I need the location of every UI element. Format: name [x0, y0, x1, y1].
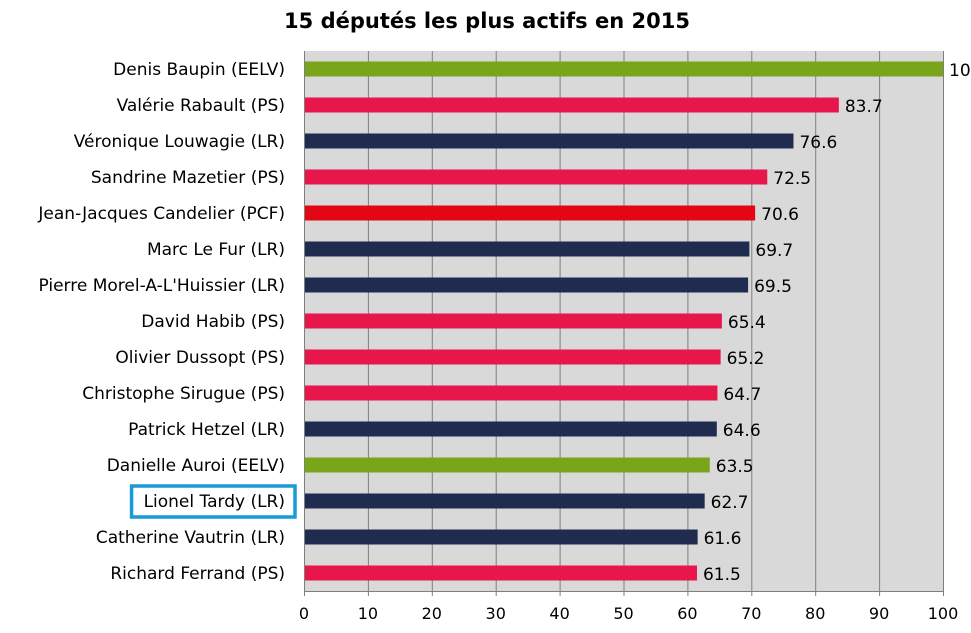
category-label: Denis Baupin (EELV): [113, 60, 285, 80]
x-tick-label: 80: [805, 604, 825, 623]
category-label: Danielle Auroi (EELV): [107, 456, 285, 476]
x-tick-label: 10: [358, 604, 378, 623]
data-label: 69.5: [754, 277, 792, 297]
category-label: Jean-Jacques Candelier (PCF): [37, 204, 285, 224]
data-label: 72.5: [773, 169, 811, 189]
x-tick-label: 20: [422, 604, 442, 623]
category-label: Pierre Morel-A-L'Huissier (LR): [38, 276, 285, 296]
bar: [305, 349, 721, 365]
highlight-box: [129, 484, 297, 519]
x-tick-label: 60: [677, 604, 697, 623]
bar: [305, 97, 839, 113]
data-label: 61.5: [703, 565, 741, 585]
x-tick-label: 50: [613, 604, 633, 623]
data-label: 65.2: [727, 349, 765, 369]
data-label: 70.6: [761, 205, 799, 225]
category-label: Valérie Rabault (PS): [117, 96, 285, 116]
bar: [305, 493, 705, 509]
bar: [305, 385, 718, 401]
data-label: 62.7: [711, 493, 749, 513]
bar: [305, 421, 717, 437]
data-label: 64.7: [723, 385, 761, 405]
bar: [305, 133, 794, 149]
bar: [305, 169, 768, 185]
data-label: 83.7: [845, 97, 883, 117]
category-label: Marc Le Fur (LR): [147, 240, 285, 260]
x-tick-label: 90: [869, 604, 889, 623]
category-label: Christophe Sirugue (PS): [82, 384, 285, 404]
bar: [305, 277, 749, 293]
x-tick-label: 100: [928, 604, 959, 623]
x-tick-label: 0: [299, 604, 309, 623]
data-label: 69.7: [755, 241, 793, 261]
bar: [305, 529, 698, 545]
x-tick-label: 40: [549, 604, 569, 623]
category-label: Olivier Dussopt (PS): [115, 348, 285, 368]
data-label: 76.6: [799, 133, 837, 153]
bar: [305, 457, 710, 473]
x-tick-label: 30: [486, 604, 506, 623]
category-label: Richard Ferrand (PS): [110, 564, 285, 584]
category-label: Patrick Hetzel (LR): [128, 420, 285, 440]
chart-title: 15 députés les plus actifs en 2015: [284, 9, 690, 33]
bar: [305, 313, 722, 329]
x-tick-label: 70: [741, 604, 761, 623]
data-label: 65.4: [728, 313, 766, 333]
bar: [305, 205, 756, 221]
category-label: Catherine Vautrin (LR): [96, 528, 285, 548]
category-label: Lionel Tardy (LR): [144, 492, 285, 512]
bar: [305, 565, 697, 581]
data-label: 64.6: [723, 421, 761, 441]
data-label: 63.5: [716, 457, 754, 477]
bar: [305, 61, 943, 77]
category-label: Véronique Louwagie (LR): [74, 132, 285, 152]
category-label: Sandrine Mazetier (PS): [91, 168, 285, 188]
data-label: 100: [949, 61, 971, 81]
category-label: David Habib (PS): [141, 312, 285, 332]
bar: [305, 241, 750, 257]
data-label: 61.6: [704, 529, 742, 549]
